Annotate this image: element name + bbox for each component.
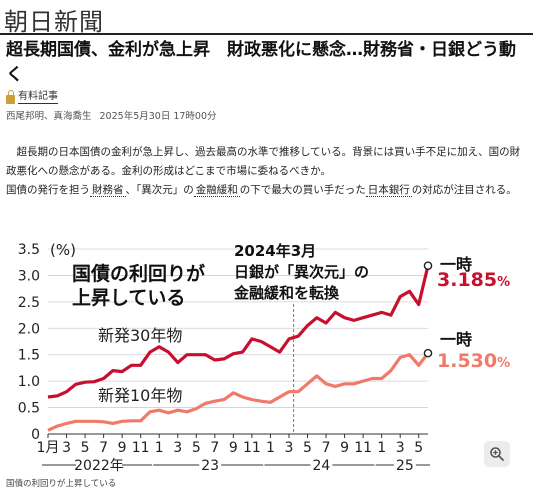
series-10y-label: 新発10年物 — [98, 386, 182, 405]
series-endpoint — [423, 348, 433, 358]
x-tick-label: 5 — [414, 440, 423, 456]
article-headline: 超長期国債、金利が急上昇 財政悪化に懸念…財務省・日銀どう動く — [6, 40, 516, 85]
x-tick-label: 9 — [118, 440, 127, 456]
end-label-prefix: 一時 — [440, 330, 472, 349]
x-tick-label: 11 — [354, 440, 372, 456]
byline-date: 2025年5月30日 17時00分 — [99, 111, 217, 122]
lead-paragraph-2: 国債の発行を担う 財務省 、「異次元」の 金融緩和 の下で最大の買い手だった 日本銀行 の対… — [6, 181, 528, 200]
x-tick-label: 7 — [210, 440, 219, 456]
lock-icon — [6, 89, 15, 104]
y-tick-label: 0 — [31, 427, 40, 443]
end-label-value: 3.185% — [437, 269, 510, 291]
zoom-in-icon — [490, 447, 504, 461]
year-label-bg — [393, 454, 416, 472]
end-label-value: 1.530% — [437, 350, 510, 372]
link-monetary-easing[interactable]: 金融緩和 — [193, 184, 240, 197]
year-label: 2022年 — [74, 458, 124, 474]
x-tick-label: 3 — [285, 440, 294, 456]
series-30y-label: 新発30年物 — [98, 326, 182, 345]
x-tick-label: 7 — [322, 440, 331, 456]
series-endpoint — [423, 261, 433, 270]
y-unit-label: (%) — [50, 241, 76, 259]
year-label: 23 — [201, 458, 219, 474]
x-tick-label: 9 — [340, 440, 349, 456]
lead-text: 、「異次元」の — [125, 184, 194, 196]
zoom-button[interactable] — [484, 441, 510, 467]
yield-chart-svg: 00.51.01.52.02.53.03.5 1月 3 5 7 9 11 1 3 5 7 9 11 1 3… — [18, 241, 510, 474]
link-bank-of-japan[interactable]: 日本銀行 — [365, 184, 412, 197]
y-tick-label: 3.5 — [18, 242, 40, 258]
x-tick-label: 5 — [192, 440, 201, 456]
y-tick-label: 2.0 — [18, 321, 40, 337]
link-ministry-of-finance[interactable]: 財務省 — [90, 184, 126, 197]
year-label: 24 — [313, 458, 331, 474]
y-tick-label: 0.5 — [18, 401, 40, 417]
x-tick-label: 1 — [155, 440, 164, 456]
annotation-line3: 金融緩和を転換 — [233, 284, 340, 302]
end-value: 3.185 — [437, 269, 497, 291]
lead-text: の対応が注目される。 — [411, 184, 517, 196]
x-tick-label: 5 — [81, 440, 90, 456]
x-tick-label: 1 — [266, 440, 275, 456]
premium-badge[interactable]: 有料記事 — [6, 89, 58, 104]
chart-caption: 国債の利回りが上昇している — [6, 479, 117, 489]
lead-text: 国債の発行を担う — [6, 184, 90, 196]
x-tick-label: 3 — [173, 440, 182, 456]
x-tick-label: 3 — [62, 440, 71, 456]
x-tick-label: 5 — [303, 440, 312, 456]
y-tick-label: 1.0 — [18, 374, 40, 390]
year-label-bg — [75, 454, 122, 472]
byline-authors: 西尾邦明、真海喬生 — [6, 111, 92, 122]
premium-label[interactable]: 有料記事 — [18, 91, 58, 104]
annotation-line2: 日銀が「異次元」の — [234, 263, 369, 281]
x-tick-label: 11 — [132, 440, 150, 456]
year-label-bg — [199, 454, 222, 472]
chart-title-line2: 上昇している — [72, 287, 185, 309]
year-label: 25 — [396, 458, 414, 474]
year-label-bg — [310, 454, 333, 472]
x-tick-label: 7 — [99, 440, 108, 456]
x-tick-label: 11 — [243, 440, 261, 456]
x-tick-label: 1月 — [37, 440, 60, 456]
chart-title-line1: 国債の利回りが — [72, 262, 205, 285]
end-unit: % — [497, 275, 510, 290]
lead-text: の下で最大の買い手だった — [239, 184, 366, 196]
series-line — [47, 352, 430, 432]
article-lead: 超長期の日本国債の金利が急上昇し、過去最高の水準で推移している。背景には買い手不… — [6, 143, 528, 200]
x-tick-label: 9 — [229, 440, 238, 456]
masthead-logo[interactable]: 朝日新聞 — [4, 8, 104, 36]
end-label-prefix: 一時 — [440, 255, 472, 274]
y-tick-label: 3.0 — [18, 268, 40, 284]
end-unit: % — [497, 356, 510, 371]
y-tick-label: 2.5 — [18, 295, 40, 311]
yield-chart[interactable]: 0 0.5 1.0 1.5 2.0 2.5 3.0 3.5 1月 3 5 7 9 11 1 3 5 7 9 11 1 3… — [0, 238, 533, 475]
y-tick-label: 1.5 — [18, 348, 40, 364]
byline: 西尾邦明、真海喬生 2025年5月30日 17時00分 — [6, 108, 217, 122]
x-tick-label: 1 — [377, 440, 386, 456]
series-line — [47, 265, 430, 399]
annotation-line1: 2024年3月 — [234, 242, 316, 260]
lead-paragraph-1: 超長期の日本国債の金利が急上昇し、過去最高の水準で推移している。背景には買い手不… — [6, 146, 521, 177]
masthead-divider — [0, 33, 533, 35]
x-tick-label: 3 — [396, 440, 405, 456]
end-value: 1.530 — [437, 350, 497, 372]
